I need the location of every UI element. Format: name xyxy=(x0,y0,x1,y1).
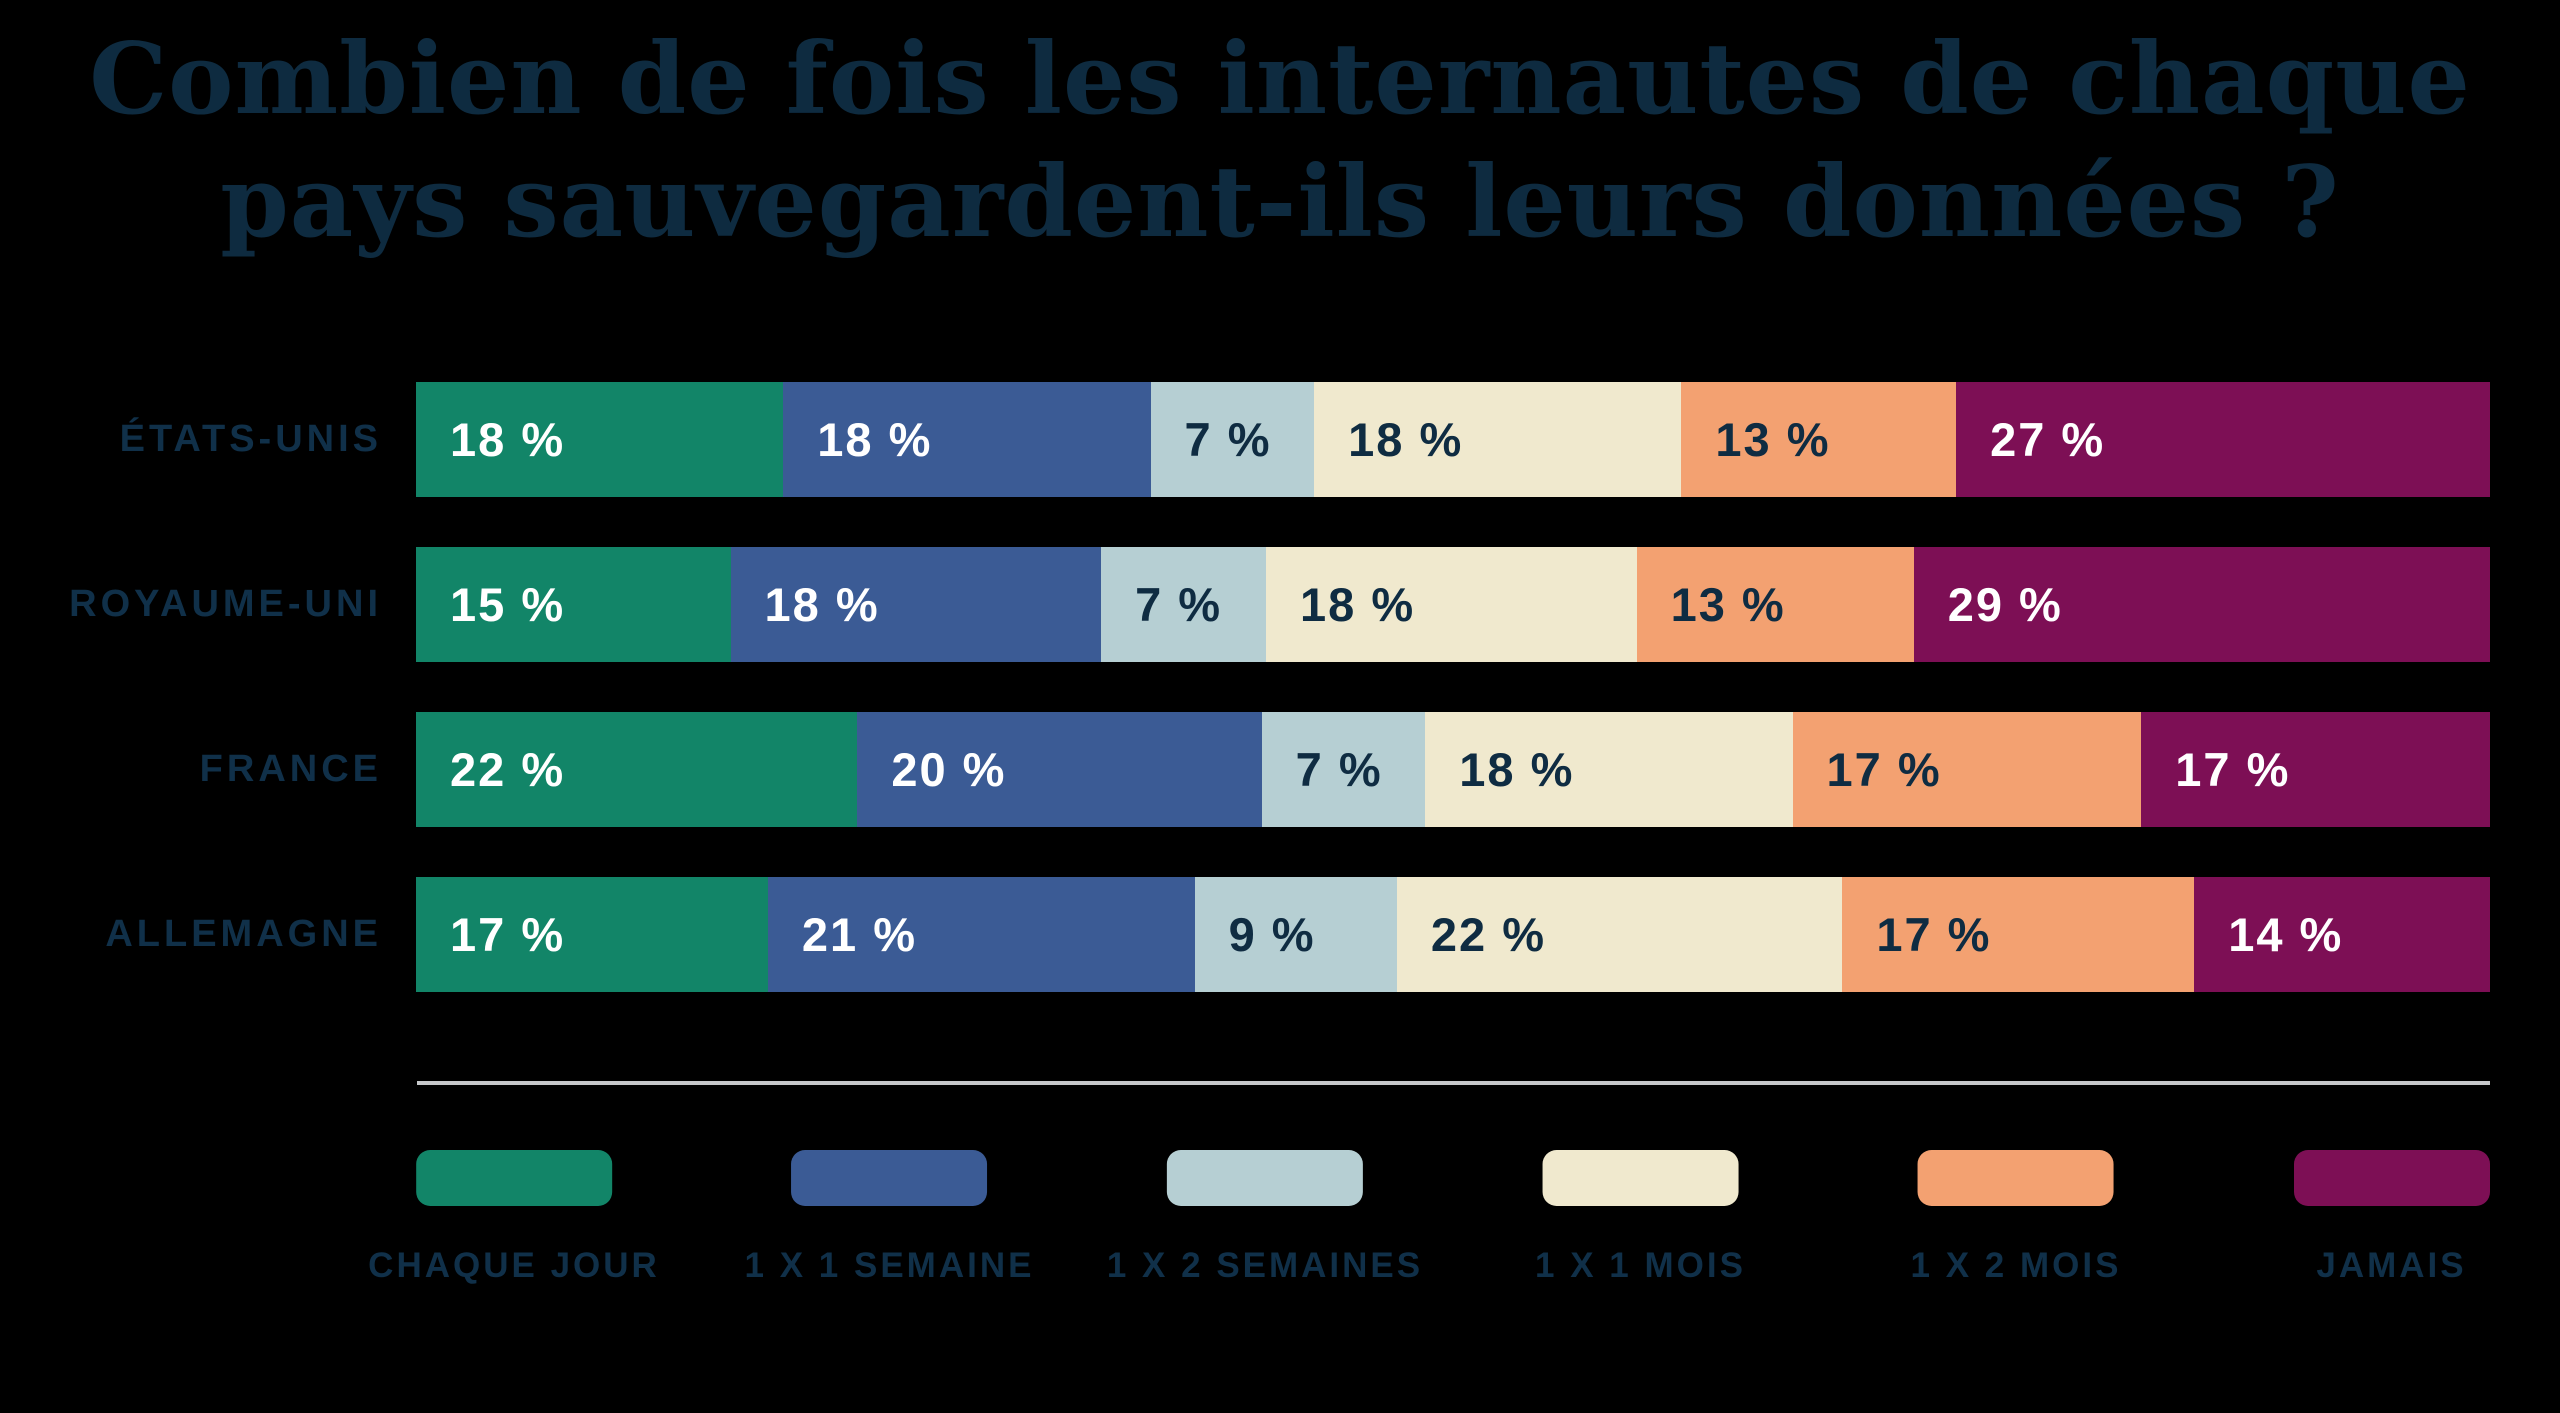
legend-label-1-x-1-mois: 1 X 1 MOIS xyxy=(1535,1246,1746,1285)
bar-value-label: 27 % xyxy=(1990,413,2106,466)
legend-label-1-x-2-mois: 1 X 2 MOIS xyxy=(1910,1246,2122,1285)
bar-value-label: 18 % xyxy=(450,413,566,466)
legend-swatch-1-x-2-semaines xyxy=(1166,1150,1363,1206)
bar-value-label: 29 % xyxy=(1947,578,2063,631)
bar-segment-royaume-uni-chaque-jour: 15 % xyxy=(416,547,731,662)
bar-segment-allemagne-1-x-1-mois: 22 % xyxy=(1396,877,1843,992)
bar-segment-allemagne-1-x-1-semaine: 21 % xyxy=(767,877,1195,992)
bar-value-label: 17 % xyxy=(1826,743,1942,796)
bar-value-label: 20 % xyxy=(891,743,1007,796)
category-label-tats-unis: ÉTATS-UNIS xyxy=(119,418,382,460)
bar-value-label: 18 % xyxy=(1300,578,1416,631)
bar-stack-allemagne: 17 % 21 % 9 % 22 % 17 % 14 % xyxy=(416,877,2491,992)
legend-item-1-x-1-mois: 1 X 1 MOIS xyxy=(1535,1150,1746,1286)
chart-title: Combien de fois les internautes de chaqu… xyxy=(0,18,2560,265)
legend-label-1-x-1-semaine: 1 X 1 SEMAINE xyxy=(744,1246,1035,1285)
legend-item-1-x-2-mois: 1 X 2 MOIS xyxy=(1911,1150,2122,1286)
bar-stack-royaume-uni: 15 % 18 % 7 % 18 % 13 % 29 % xyxy=(416,547,2490,662)
category-label-allemagne: ALLEMAGNE xyxy=(105,913,382,955)
bar-value-label: 13 % xyxy=(1715,413,1831,466)
category-label-royaume-uni: ROYAUME-UNI xyxy=(69,583,382,625)
bar-value-label: 21 % xyxy=(801,908,918,961)
bar-segment-allemagne-chaque-jour: 17 % xyxy=(416,877,768,992)
bar-value-label: 7 % xyxy=(1295,743,1383,796)
bar-segment-royaume-uni-1-x-2-mois: 13 % xyxy=(1636,547,1914,662)
bar-segment-tats-unis-1-x-2-mois: 13 % xyxy=(1681,382,1957,497)
legend-label-jamais: JAMAIS xyxy=(2316,1246,2467,1285)
bar-value-label: 18 % xyxy=(764,578,880,631)
bar-segment-tats-unis-1-x-2-semaines: 7 % xyxy=(1150,382,1315,497)
bar-value-label: 22 % xyxy=(450,743,566,796)
bar-segment-france-1-x-2-semaines: 7 % xyxy=(1261,712,1426,827)
legend-item-jamais: JAMAIS xyxy=(2293,1150,2490,1286)
legend-item-1-x-2-semaines: 1 X 2 SEMAINES xyxy=(1107,1150,1423,1286)
bar-segment-france-jamais: 17 % xyxy=(2141,712,2490,827)
legend-swatch-1-x-2-mois xyxy=(1918,1150,2114,1206)
bar-value-label: 22 % xyxy=(1430,908,1547,961)
legend-swatch-chaque-jour xyxy=(415,1150,612,1206)
bar-stack-france: 22 % 20 % 7 % 18 % 17 % 17 % xyxy=(416,712,2490,827)
category-label-france: FRANCE xyxy=(199,748,382,790)
bar-segment-royaume-uni-1-x-2-semaines: 7 % xyxy=(1101,547,1266,662)
bar-value-label: 18 % xyxy=(1459,743,1575,796)
bar-value-label: 15 % xyxy=(450,578,566,631)
legend-swatch-1-x-1-semaine xyxy=(791,1150,988,1206)
bar-value-label: 18 % xyxy=(1348,413,1464,466)
bar-segment-tats-unis-jamais: 27 % xyxy=(1956,382,2490,497)
bar-segment-tats-unis-1-x-1-mois: 18 % xyxy=(1314,382,1682,497)
bar-segment-royaume-uni-1-x-1-mois: 18 % xyxy=(1266,547,1637,662)
bar-value-label: 7 % xyxy=(1135,578,1223,631)
chart-row-france: FRANCE 22 % 20 % 7 % 18 % 17 % 17 % xyxy=(0,712,2560,827)
legend-item-chaque-jour: CHAQUE JOUR xyxy=(368,1150,660,1286)
chart-rows: ÉTATS-UNIS 18 % 18 % 7 % 18 % 13 % 27 % ROYAUME… xyxy=(0,382,2560,1042)
bar-segment-france-chaque-jour: 22 % xyxy=(416,712,858,827)
chart-row-tats-unis: ÉTATS-UNIS 18 % 18 % 7 % 18 % 13 % 27 % xyxy=(0,382,2560,497)
legend-label-chaque-jour: CHAQUE JOUR xyxy=(368,1246,660,1285)
legend-divider-line xyxy=(417,1081,2490,1085)
bar-segment-allemagne-jamais: 14 % xyxy=(2194,877,2491,992)
bar-segment-allemagne-1-x-2-semaines: 9 % xyxy=(1194,877,1397,992)
bar-value-label: 18 % xyxy=(817,413,933,466)
bar-segment-royaume-uni-1-x-1-semaine: 18 % xyxy=(730,547,1102,662)
bar-value-label: 17 % xyxy=(450,908,566,961)
legend-swatch-1-x-1-mois xyxy=(1542,1150,1739,1206)
bar-segment-royaume-uni-jamais: 29 % xyxy=(1913,547,2490,662)
chart-row-allemagne: ALLEMAGNE 17 % 21 % 9 % 22 % 17 % 14 % xyxy=(0,877,2560,992)
bar-segment-france-1-x-1-mois: 18 % xyxy=(1425,712,1793,827)
bar-value-label: 9 % xyxy=(1228,908,1316,961)
legend-item-1-x-1-semaine: 1 X 1 SEMAINE xyxy=(745,1150,1035,1286)
bar-segment-allemagne-1-x-2-mois: 17 % xyxy=(1842,877,2195,992)
bar-value-label: 17 % xyxy=(1876,908,1992,961)
chart-row-royaume-uni: ROYAUME-UNI 15 % 18 % 7 % 18 % 13 % 29 % xyxy=(0,547,2560,662)
legend-swatch-jamais xyxy=(2293,1150,2490,1206)
legend: CHAQUE JOUR 1 X 1 SEMAINE 1 X 2 SEMAINES 1 … xyxy=(368,1150,2490,1330)
bar-segment-tats-unis-1-x-1-semaine: 18 % xyxy=(783,382,1151,497)
bar-value-label: 14 % xyxy=(2228,908,2344,961)
bar-value-label: 13 % xyxy=(1670,578,1786,631)
bar-value-label: 7 % xyxy=(1184,413,1272,466)
chart-title-line-2: pays sauvegardent-ils leurs données ? xyxy=(220,145,2340,261)
bar-value-label: 17 % xyxy=(2175,743,2291,796)
bar-segment-france-1-x-1-semaine: 20 % xyxy=(857,712,1262,827)
bar-segment-france-1-x-2-mois: 17 % xyxy=(1792,712,2142,827)
bar-segment-tats-unis-chaque-jour: 18 % xyxy=(416,382,784,497)
legend-label-1-x-2-semaines: 1 X 2 SEMAINES xyxy=(1106,1246,1424,1285)
bar-stack-tats-unis: 18 % 18 % 7 % 18 % 13 % 27 % xyxy=(416,382,2490,497)
chart-title-line-1: Combien de fois les internautes de chaqu… xyxy=(89,22,2471,137)
